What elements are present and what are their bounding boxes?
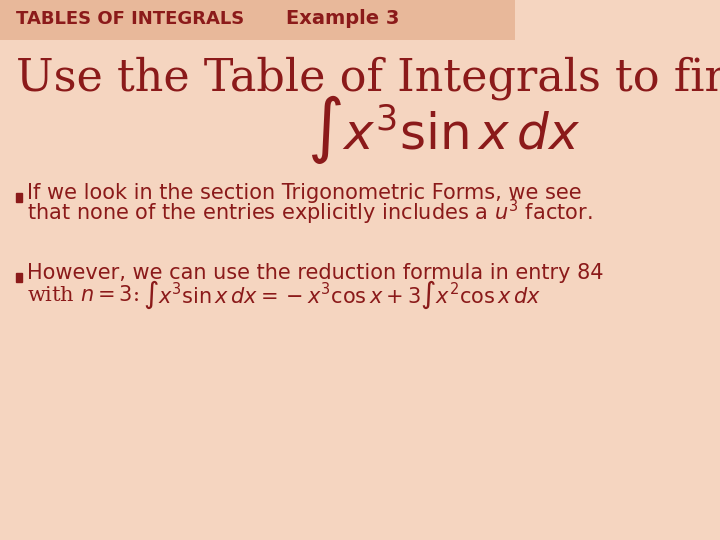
Text: If we look in the section Trigonometric Forms, we see: If we look in the section Trigonometric … xyxy=(27,183,582,203)
Text: Use the Table of Integrals to find: Use the Table of Integrals to find xyxy=(16,56,720,100)
Text: TABLES OF INTEGRALS: TABLES OF INTEGRALS xyxy=(16,10,244,28)
Bar xyxy=(16,193,22,202)
Text: $\int x^3 \sin x \, dx = -x^3 \cos x + 3\int x^2 \cos x \, dx$: $\int x^3 \sin x \, dx = -x^3 \cos x + 3… xyxy=(143,279,541,311)
FancyBboxPatch shape xyxy=(0,0,516,40)
Text: However, we can use the reduction formula in entry 84: However, we can use the reduction formul… xyxy=(27,263,603,283)
Text: Example 3: Example 3 xyxy=(287,10,400,29)
Text: $\int x^3 \sin x \, dx$: $\int x^3 \sin x \, dx$ xyxy=(307,93,580,166)
Bar xyxy=(16,273,22,282)
Text: with $n = 3$:: with $n = 3$: xyxy=(27,285,139,305)
Text: that none of the entries explicitly includes a $u^3$ factor.: that none of the entries explicitly incl… xyxy=(27,198,593,227)
